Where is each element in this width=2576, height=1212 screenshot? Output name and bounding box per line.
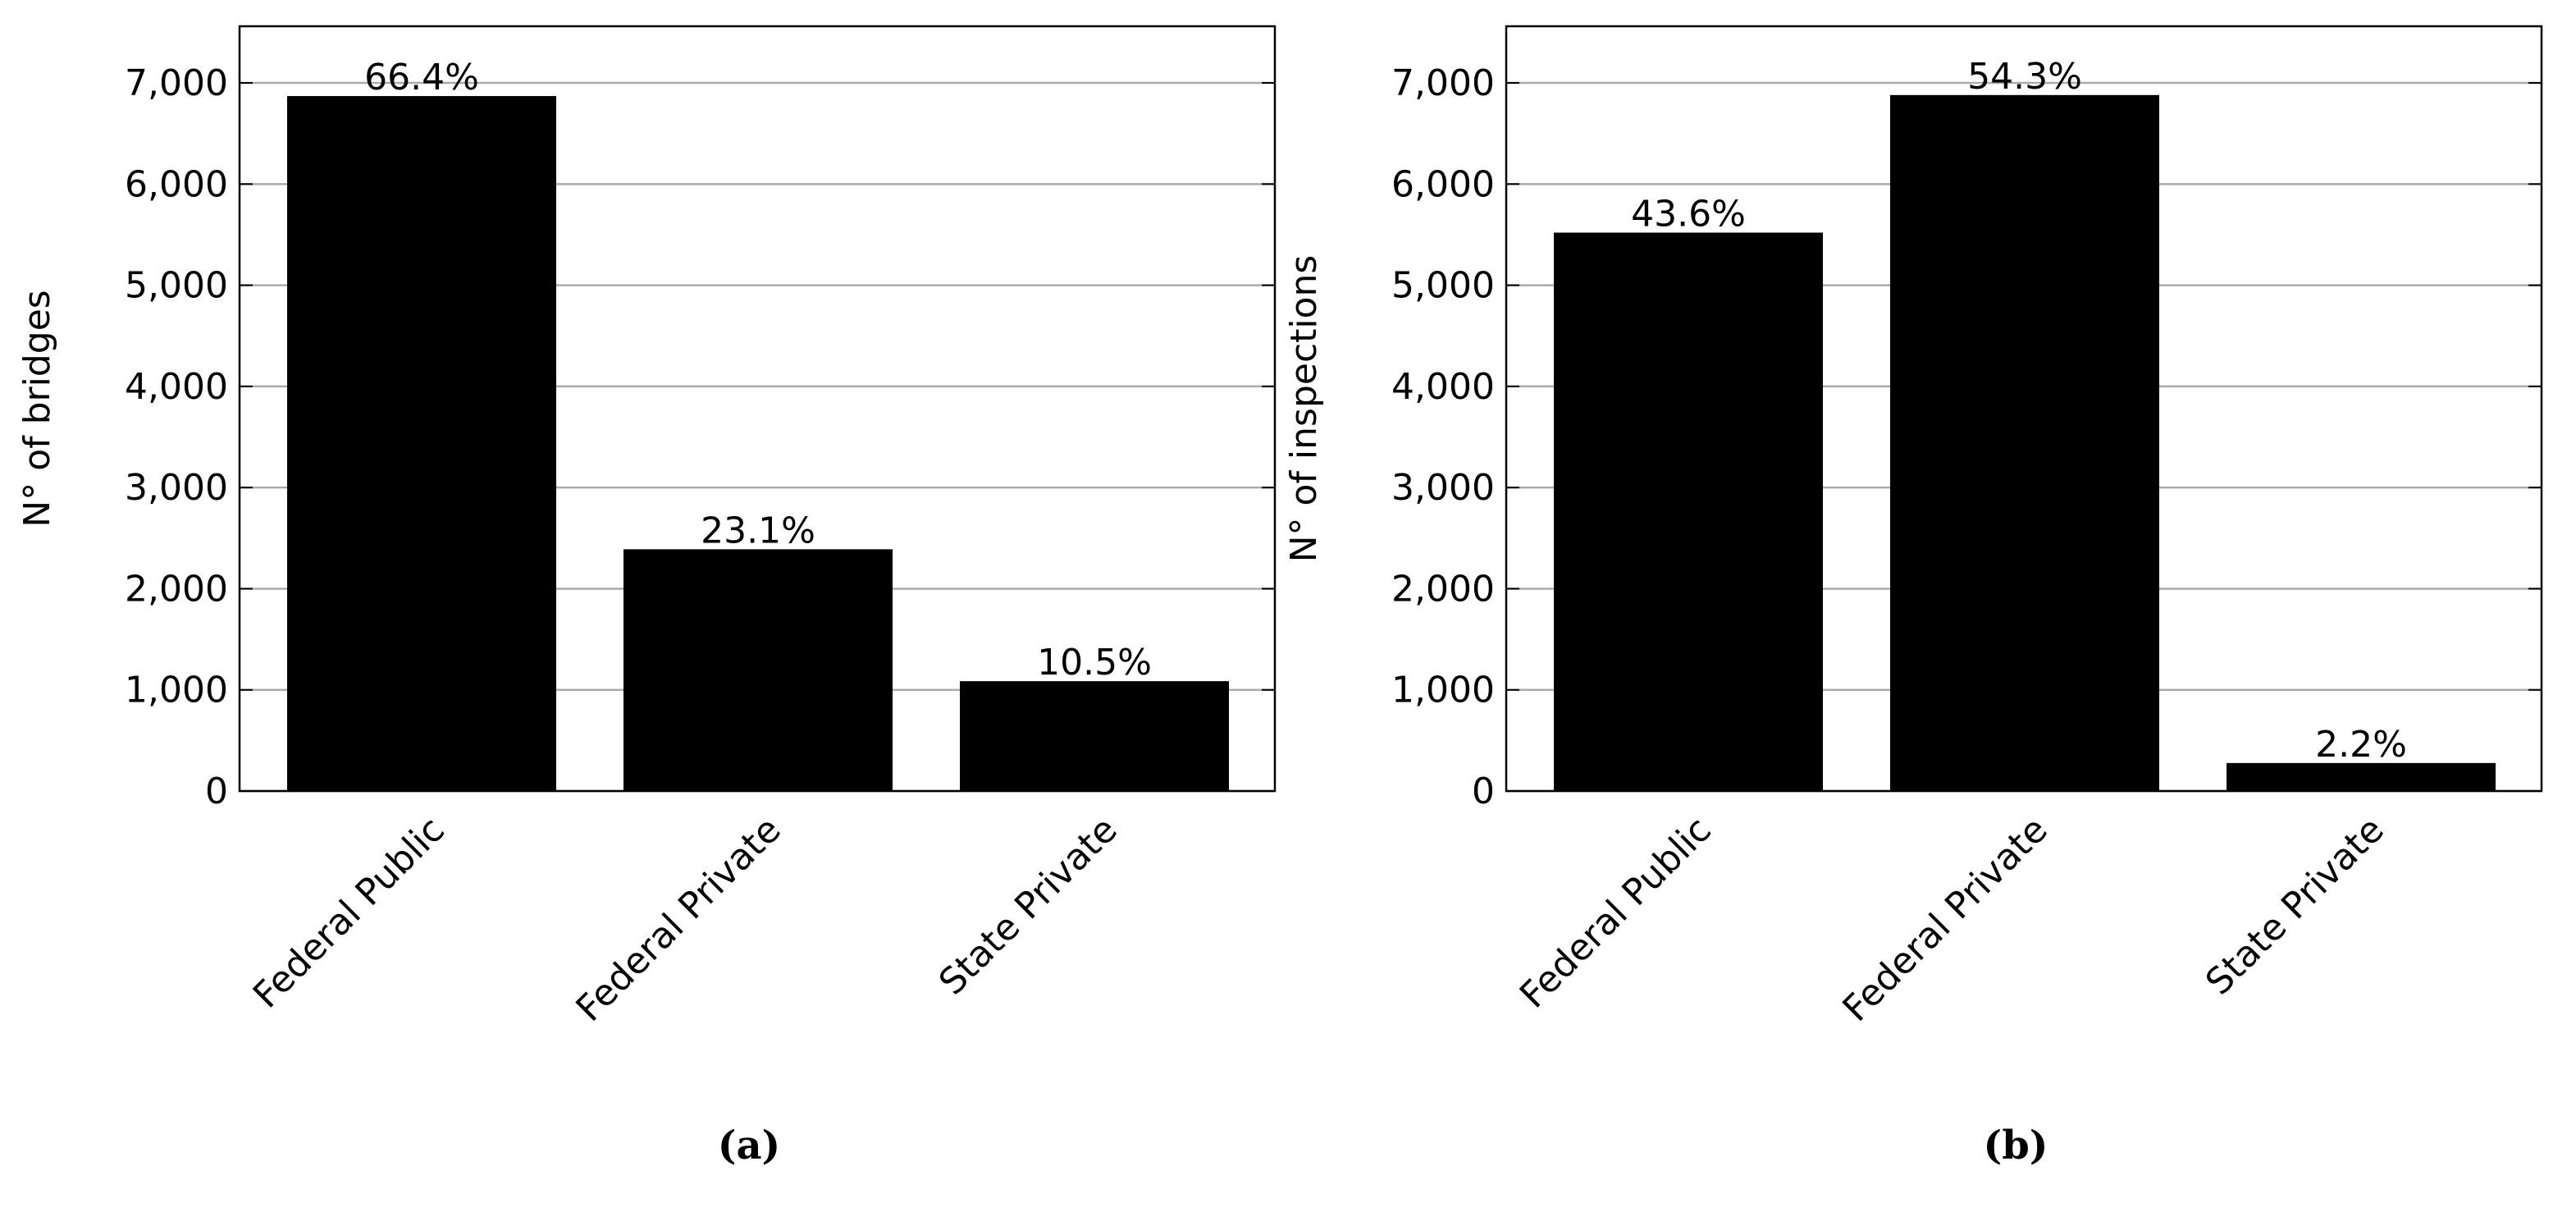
y-tick-label: 0 xyxy=(205,771,228,812)
x-tick-label: State Private xyxy=(2198,809,2392,1004)
y-axis-label: N° of inspections xyxy=(1283,255,1325,563)
y-tick-label: 4,000 xyxy=(125,366,228,408)
bar xyxy=(1890,94,2159,791)
y-tick-label: 4,000 xyxy=(1391,366,1495,408)
bar-annotation: 10.5% xyxy=(1037,642,1152,684)
x-tick-label: Federal Private xyxy=(569,809,789,1030)
bar xyxy=(1554,232,1823,791)
y-tick-label: 3,000 xyxy=(1391,467,1495,509)
y-tick-label: 0 xyxy=(1472,771,1495,812)
caption: (b) xyxy=(1984,1123,2048,1169)
y-tick-label: 1,000 xyxy=(125,670,228,711)
bar xyxy=(2227,762,2496,791)
y-tick-label: 1,000 xyxy=(1391,670,1495,711)
y-tick-label: 7,000 xyxy=(1391,62,1495,104)
bar-annotation: 66.4% xyxy=(364,57,479,98)
bar xyxy=(287,96,556,792)
y-tick-label: 3,000 xyxy=(125,467,228,509)
axes-frame xyxy=(238,25,1277,793)
y-axis-label: N° of bridges xyxy=(16,290,58,527)
y-tick-label: 2,000 xyxy=(125,568,228,610)
x-tick-label: Federal Private xyxy=(1835,809,2056,1030)
bar xyxy=(960,681,1229,791)
caption: (a) xyxy=(718,1123,781,1169)
bar-annotation: 23.1% xyxy=(701,510,815,551)
y-tick-label: 6,000 xyxy=(1391,163,1495,205)
y-tick-label: 7,000 xyxy=(125,62,228,104)
y-tick-label: 5,000 xyxy=(1391,265,1495,307)
bar-annotation: 2.2% xyxy=(2315,724,2407,766)
bar xyxy=(623,549,893,791)
x-tick-label: Federal Public xyxy=(245,809,453,1017)
y-tick-label: 2,000 xyxy=(1391,568,1495,610)
x-tick-label: State Private xyxy=(931,809,1126,1004)
y-tick-label: 6,000 xyxy=(125,163,228,205)
bar-annotation: 43.6% xyxy=(1631,193,1746,235)
bar-annotation: 54.3% xyxy=(1967,56,2082,98)
y-tick-label: 5,000 xyxy=(125,265,228,307)
x-tick-label: Federal Public xyxy=(1512,809,1720,1017)
axes-frame xyxy=(1505,25,2543,793)
